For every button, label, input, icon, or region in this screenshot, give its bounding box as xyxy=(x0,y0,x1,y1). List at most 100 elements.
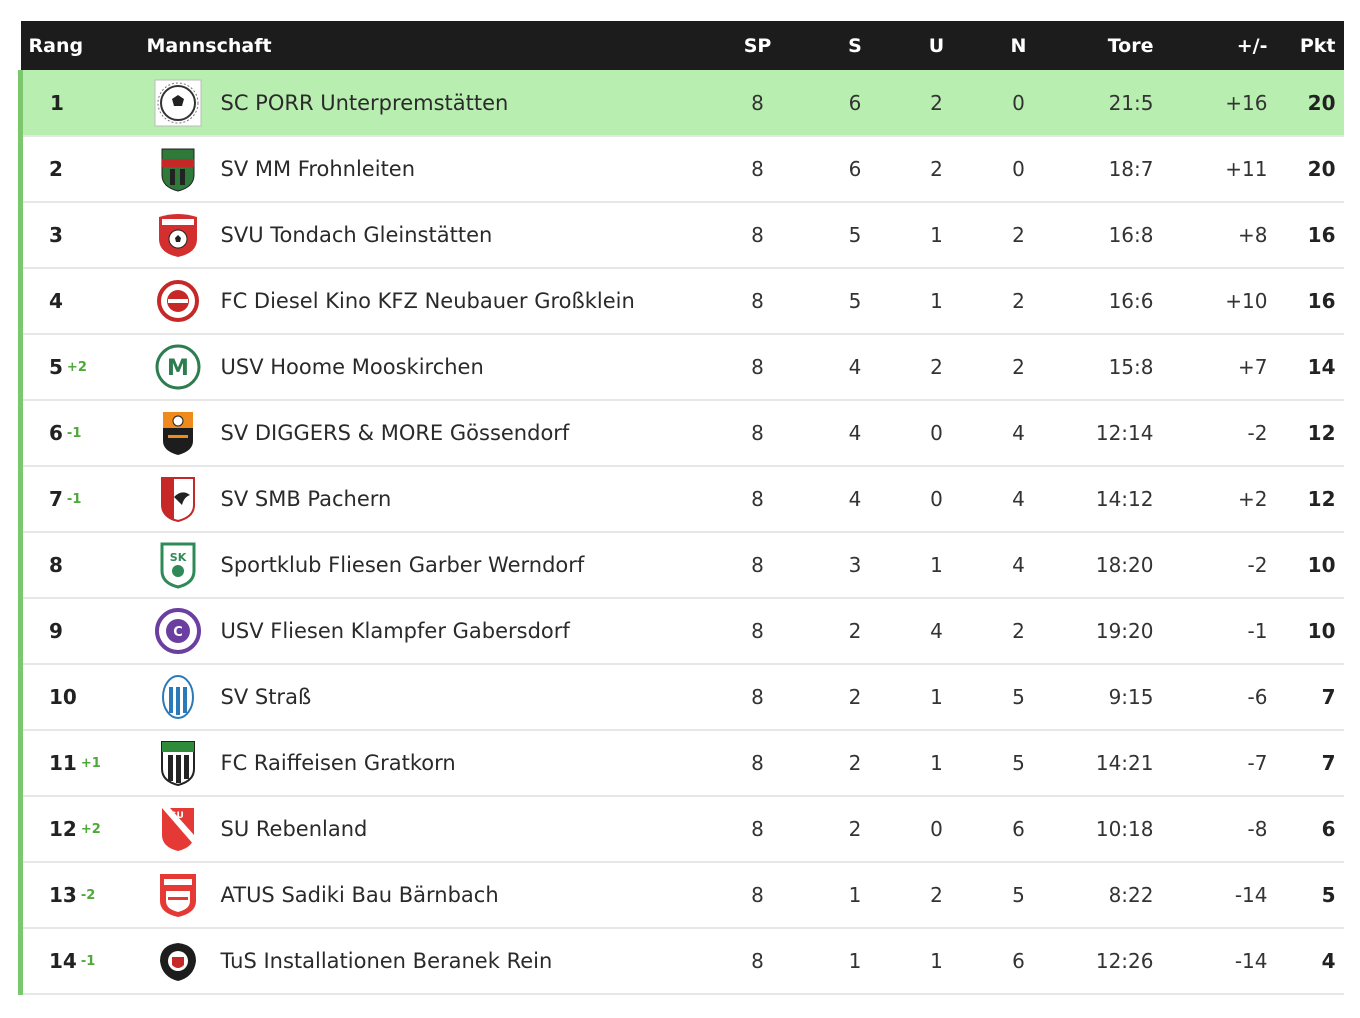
team-name[interactable]: SV SMB Pachern xyxy=(220,466,701,533)
points-cell: 6 xyxy=(1281,796,1344,863)
team-name[interactable]: ATUS Sadiki Bau Bärnbach xyxy=(220,862,701,929)
points-cell: 16 xyxy=(1281,268,1344,335)
table-row[interactable]: 4 FC Diesel Kino KFZ Neubauer Großklein … xyxy=(18,268,1344,335)
goals-cell: 19:20 xyxy=(1059,598,1168,665)
header-lost[interactable]: N xyxy=(1010,34,1027,57)
team-name[interactable]: Sportklub Fliesen Garber Werndorf xyxy=(220,532,701,599)
header-team[interactable]: Mannschaft xyxy=(146,34,272,57)
rank-change: -2 xyxy=(80,888,96,903)
team-name[interactable]: USV Hoome Mooskirchen xyxy=(220,334,701,401)
table-row[interactable]: 3 SVU Tondach Gleinstätten 8 5 1 2 16:8 … xyxy=(18,202,1344,269)
team-name[interactable]: USV Fliesen Klampfer Gabersdorf xyxy=(220,598,701,665)
header-points[interactable]: Pkt xyxy=(1299,34,1336,57)
rank-value: 9 xyxy=(49,619,63,643)
header-goal-diff[interactable]: +/- xyxy=(1236,34,1268,57)
rank-value: 2 xyxy=(49,157,63,181)
table-row[interactable]: 9 C USV Fliesen Klampfer Gabersdorf 8 2 … xyxy=(18,598,1344,665)
rank-change: -1 xyxy=(66,492,82,507)
rank-value: 13 xyxy=(49,883,77,907)
table-row[interactable]: 1 SC PORR Unterpremstätten 8 6 2 0 21:5 … xyxy=(18,70,1344,137)
rank-value: 4 xyxy=(49,289,63,313)
team-name[interactable]: FC Raiffeisen Gratkorn xyxy=(220,730,701,797)
rank-cell: 2 xyxy=(18,136,147,203)
won-cell: 5 xyxy=(814,268,896,335)
team-name[interactable]: SU Rebenland xyxy=(220,796,701,863)
standings-table-container: Rang Mannschaft SP S U N Tore +/- Pkt 1 … xyxy=(18,21,1344,995)
lost-cell: 2 xyxy=(977,598,1060,665)
team-logo-cell: M xyxy=(146,334,221,401)
team-name[interactable]: SVU Tondach Gleinstätten xyxy=(220,202,701,269)
team-logo-cell xyxy=(146,862,221,929)
rank-value: 10 xyxy=(49,685,77,709)
points-cell: 20 xyxy=(1281,70,1344,137)
team-name[interactable]: SC PORR Unterpremstätten xyxy=(220,70,701,137)
goals-cell: 12:26 xyxy=(1059,928,1168,995)
green-m-crest-icon: M xyxy=(153,342,203,392)
goals-cell: 21:5 xyxy=(1059,70,1168,137)
goal-diff-cell: +11 xyxy=(1167,136,1282,203)
table-row[interactable]: 6 -1 SV DIGGERS & MORE Gössendorf 8 4 0 4… xyxy=(18,400,1344,467)
header-rank[interactable]: Rang xyxy=(28,34,84,57)
team-name[interactable]: FC Diesel Kino KFZ Neubauer Großklein xyxy=(220,268,701,335)
drawn-cell: 2 xyxy=(895,334,978,401)
played-cell: 8 xyxy=(700,136,815,203)
table-row[interactable]: 8 SK Sportklub Fliesen Garber Werndorf 8… xyxy=(18,532,1344,599)
drawn-cell: 0 xyxy=(895,796,978,863)
rank-cell: 13 -2 xyxy=(18,862,147,929)
played-cell: 8 xyxy=(700,532,815,599)
table-row[interactable]: 10 SV Straß 8 2 1 5 9:15 -6 7 xyxy=(18,664,1344,731)
team-logo-cell: C xyxy=(146,598,221,665)
team-name[interactable]: TuS Installationen Beranek Rein xyxy=(220,928,701,995)
points-cell: 10 xyxy=(1281,532,1344,599)
table-row[interactable]: 2 SV MM Frohnleiten 8 6 2 0 18:7 +11 20 xyxy=(18,136,1344,203)
header-played[interactable]: SP xyxy=(743,34,772,57)
points-cell: 7 xyxy=(1281,730,1344,797)
table-row[interactable]: 7 -1 SV SMB Pachern 8 4 0 4 14:12 +2 12 xyxy=(18,466,1344,533)
goals-cell: 14:12 xyxy=(1059,466,1168,533)
red-bird-shield-icon xyxy=(153,474,203,524)
team-name[interactable]: SV MM Frohnleiten xyxy=(220,136,701,203)
table-body: 1 SC PORR Unterpremstätten 8 6 2 0 21:5 … xyxy=(18,70,1344,995)
played-cell: 8 xyxy=(700,664,815,731)
drawn-cell: 2 xyxy=(895,136,978,203)
black-red-laurel-crest-icon xyxy=(153,936,203,986)
header-drawn[interactable]: U xyxy=(928,34,945,57)
team-name[interactable]: SV Straß xyxy=(220,664,701,731)
points-cell: 16 xyxy=(1281,202,1344,269)
green-black-shield-icon xyxy=(153,738,203,788)
rank-value: 6 xyxy=(49,421,63,445)
won-cell: 2 xyxy=(814,796,896,863)
played-cell: 8 xyxy=(700,400,815,467)
lost-cell: 0 xyxy=(977,70,1060,137)
lost-cell: 4 xyxy=(977,466,1060,533)
table-row[interactable]: 11 +1 FC Raiffeisen Gratkorn 8 2 1 5 14:2… xyxy=(18,730,1344,797)
played-cell: 8 xyxy=(700,268,815,335)
played-cell: 8 xyxy=(700,796,815,863)
drawn-cell: 1 xyxy=(895,268,978,335)
table-row[interactable]: 12 +2 SU SU Rebenland 8 2 0 6 10:18 -8 6 xyxy=(18,796,1344,863)
team-logo-cell xyxy=(146,70,221,137)
table-row[interactable]: 5 +2 M USV Hoome Mooskirchen 8 4 2 2 15:8… xyxy=(18,334,1344,401)
points-cell: 12 xyxy=(1281,466,1344,533)
svg-text:C: C xyxy=(173,625,183,640)
rank-value: 3 xyxy=(49,223,63,247)
points-cell: 12 xyxy=(1281,400,1344,467)
rank-cell: 11 +1 xyxy=(18,730,147,797)
won-cell: 4 xyxy=(814,334,896,401)
table-row[interactable]: 13 -2 ATUS Sadiki Bau Bärnbach 8 1 2 5 8:… xyxy=(18,862,1344,929)
goal-diff-cell: +16 xyxy=(1167,70,1282,137)
drawn-cell: 1 xyxy=(895,928,978,995)
rank-value: 11 xyxy=(49,751,77,775)
goals-cell: 18:7 xyxy=(1059,136,1168,203)
team-name[interactable]: SV DIGGERS & MORE Gössendorf xyxy=(220,400,701,467)
goal-diff-cell: -14 xyxy=(1167,928,1282,995)
table-row[interactable]: 14 -1 TuS Installationen Beranek Rein 8 1… xyxy=(18,928,1344,995)
header-goals[interactable]: Tore xyxy=(1107,34,1154,57)
lost-cell: 6 xyxy=(977,796,1060,863)
won-cell: 3 xyxy=(814,532,896,599)
goal-diff-cell: +2 xyxy=(1167,466,1282,533)
won-cell: 2 xyxy=(814,730,896,797)
points-cell: 7 xyxy=(1281,664,1344,731)
points-cell: 5 xyxy=(1281,862,1344,929)
header-won[interactable]: S xyxy=(848,34,862,57)
